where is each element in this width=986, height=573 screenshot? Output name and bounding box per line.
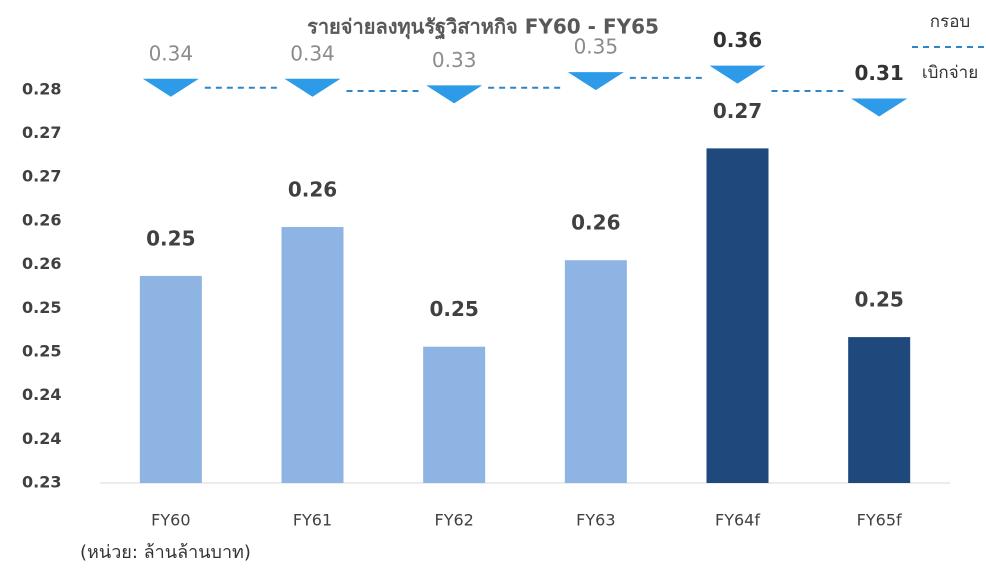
frame-marker <box>142 78 199 97</box>
x-tick-label: FY61 <box>293 511 332 530</box>
y-tick-label: 0.27 <box>22 167 61 186</box>
data-label: 0.25 <box>854 288 903 312</box>
data-label: 0.27 <box>713 99 762 123</box>
bar <box>281 227 344 483</box>
frame-marker <box>426 85 483 104</box>
frame-marker <box>709 65 766 84</box>
frame-marker <box>567 72 624 91</box>
frame-label: 0.35 <box>574 35 619 59</box>
y-tick-label: 0.25 <box>22 298 61 317</box>
data-label: 0.25 <box>429 297 478 321</box>
frame-label: 0.31 <box>854 61 903 85</box>
bar <box>139 275 202 483</box>
bar <box>848 337 911 483</box>
data-label: 0.26 <box>571 211 620 235</box>
x-tick-label: FY64f <box>715 511 760 530</box>
frame-label: 0.34 <box>290 41 335 65</box>
x-tick-label: FY63 <box>576 511 615 530</box>
bar <box>706 148 769 483</box>
y-tick-label: 0.26 <box>22 254 61 273</box>
y-tick-label: 0.27 <box>22 123 61 142</box>
unit-note: (หน่วย: ล้านล้านบาท) <box>80 542 251 563</box>
y-tick-label: 0.28 <box>22 79 61 98</box>
y-tick-label: 0.24 <box>22 429 61 448</box>
y-tick-label: 0.25 <box>22 341 61 360</box>
y-tick-label: 0.24 <box>22 385 61 404</box>
y-tick-label: 0.26 <box>22 210 61 229</box>
frame-label: 0.34 <box>149 41 194 65</box>
legend-label: เบิกจ่าย <box>922 63 978 83</box>
y-tick-label: 0.23 <box>22 473 61 492</box>
frame-marker <box>851 98 908 117</box>
legend-label: กรอบ <box>930 12 970 32</box>
x-tick-label: FY62 <box>434 511 473 530</box>
x-tick-label: FY65f <box>857 511 902 530</box>
chart-title: รายจ่ายลงทุนรัฐวิสาหกิจ FY60 - FY65 <box>307 15 659 41</box>
bar <box>564 260 627 483</box>
frame-label: 0.36 <box>713 28 762 52</box>
frame-marker <box>284 78 341 97</box>
frame-label: 0.33 <box>432 48 477 72</box>
x-tick-label: FY60 <box>151 511 190 530</box>
data-label: 0.26 <box>288 178 337 202</box>
data-label: 0.25 <box>146 226 195 250</box>
bar <box>423 346 486 483</box>
